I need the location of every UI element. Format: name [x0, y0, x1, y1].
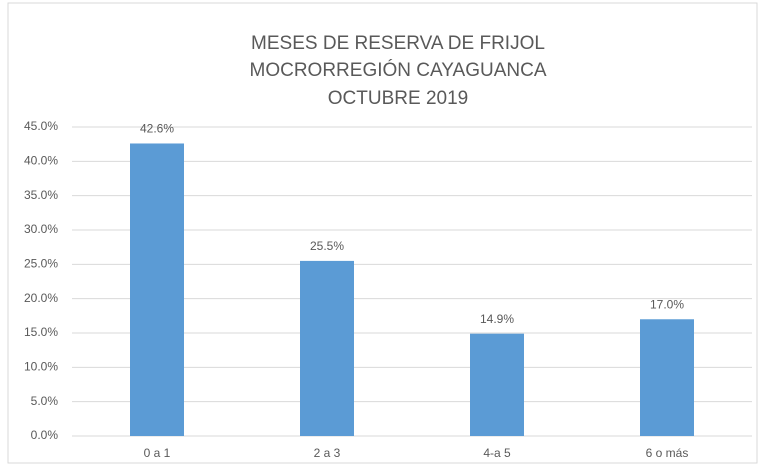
bar	[300, 260, 354, 436]
x-tick-label: 2 a 3	[314, 446, 341, 460]
bar	[640, 319, 694, 436]
data-label: 14.9%	[480, 312, 514, 326]
x-tick-label: 6 o más	[646, 446, 689, 460]
y-tick-label: 35.0%	[24, 188, 58, 202]
data-label: 17.0%	[650, 297, 684, 311]
bar	[470, 333, 524, 436]
y-tick-label: 20.0%	[24, 291, 58, 305]
chart-title: OCTUBRE 2019	[328, 88, 468, 109]
y-tick-label: 30.0%	[24, 222, 58, 236]
chart-title: MESES DE RESERVA DE FRIJOL	[251, 33, 545, 54]
y-tick-label: 40.0%	[24, 154, 58, 168]
x-tick-label: 0 a 1	[144, 446, 171, 460]
y-tick-label: 10.0%	[24, 360, 58, 374]
y-tick-label: 15.0%	[24, 325, 58, 339]
y-tick-label: 45.0%	[24, 119, 58, 133]
x-tick-label: 4-a 5	[483, 446, 511, 460]
y-tick-label: 5.0%	[31, 394, 59, 408]
y-tick-label: 25.0%	[24, 257, 58, 271]
y-tick-label: 0.0%	[31, 428, 59, 442]
data-label: 25.5%	[310, 239, 344, 253]
chart-title: MOCRORREGIÓN CAYAGUANCA	[250, 59, 547, 81]
bar	[130, 143, 184, 437]
data-label: 42.6%	[140, 122, 174, 136]
